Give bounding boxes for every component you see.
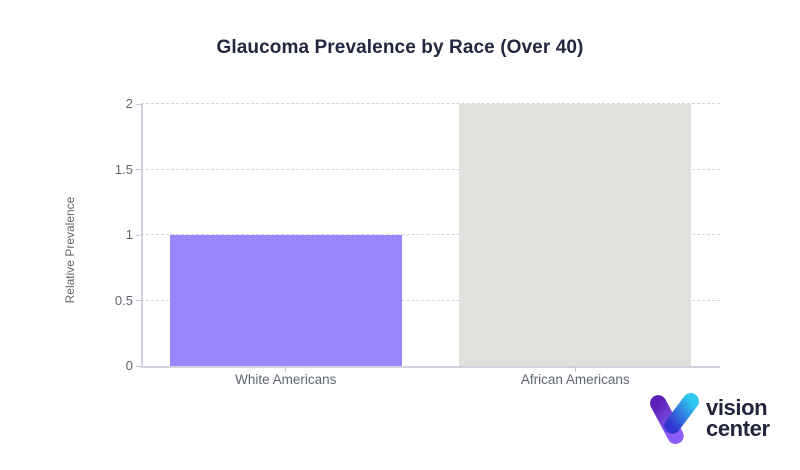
gridline-1 — [141, 234, 720, 235]
x-tick-label-african-americans: African Americans — [520, 372, 630, 387]
bar-white-americans — [169, 235, 402, 366]
x-tick-mark-african-americans — [574, 367, 576, 372]
gridline-1.5 — [141, 168, 720, 170]
gridline-2 — [141, 103, 720, 104]
y-tick-mark-0 — [136, 365, 141, 367]
y-tick-label-0: 0 — [125, 358, 133, 373]
y-axis-title: Relative Prevalence — [63, 196, 77, 304]
bar-african-americans — [459, 104, 692, 366]
y-tick-label-2: 2 — [125, 96, 133, 111]
y-tick-mark-1 — [136, 234, 141, 236]
vision-center-v-icon — [650, 393, 699, 444]
vision-center-wordmark: vision center — [706, 395, 770, 441]
logo-word-vision: vision — [706, 395, 768, 420]
y-tick-label-1: 1 — [125, 227, 133, 242]
x-axis-line — [141, 366, 720, 368]
y-axis-line — [141, 104, 143, 366]
gridline-0.5 — [141, 299, 720, 301]
chart-title: Glaucoma Prevalence by Race (Over 40) — [216, 37, 584, 58]
x-tick-mark-white-americans — [285, 367, 287, 372]
vision-center-logo: vision center — [646, 389, 770, 446]
x-tick-label-white-americans: White Americans — [235, 372, 337, 387]
y-tick-mark-1.5 — [136, 169, 141, 170]
y-tick-label-0.5: 0.5 — [114, 292, 133, 308]
y-tick-mark-2 — [136, 103, 141, 105]
y-tick-label-1.5: 1.5 — [114, 161, 133, 177]
logo-word-center: center — [706, 416, 770, 441]
y-tick-mark-0.5 — [136, 300, 141, 301]
